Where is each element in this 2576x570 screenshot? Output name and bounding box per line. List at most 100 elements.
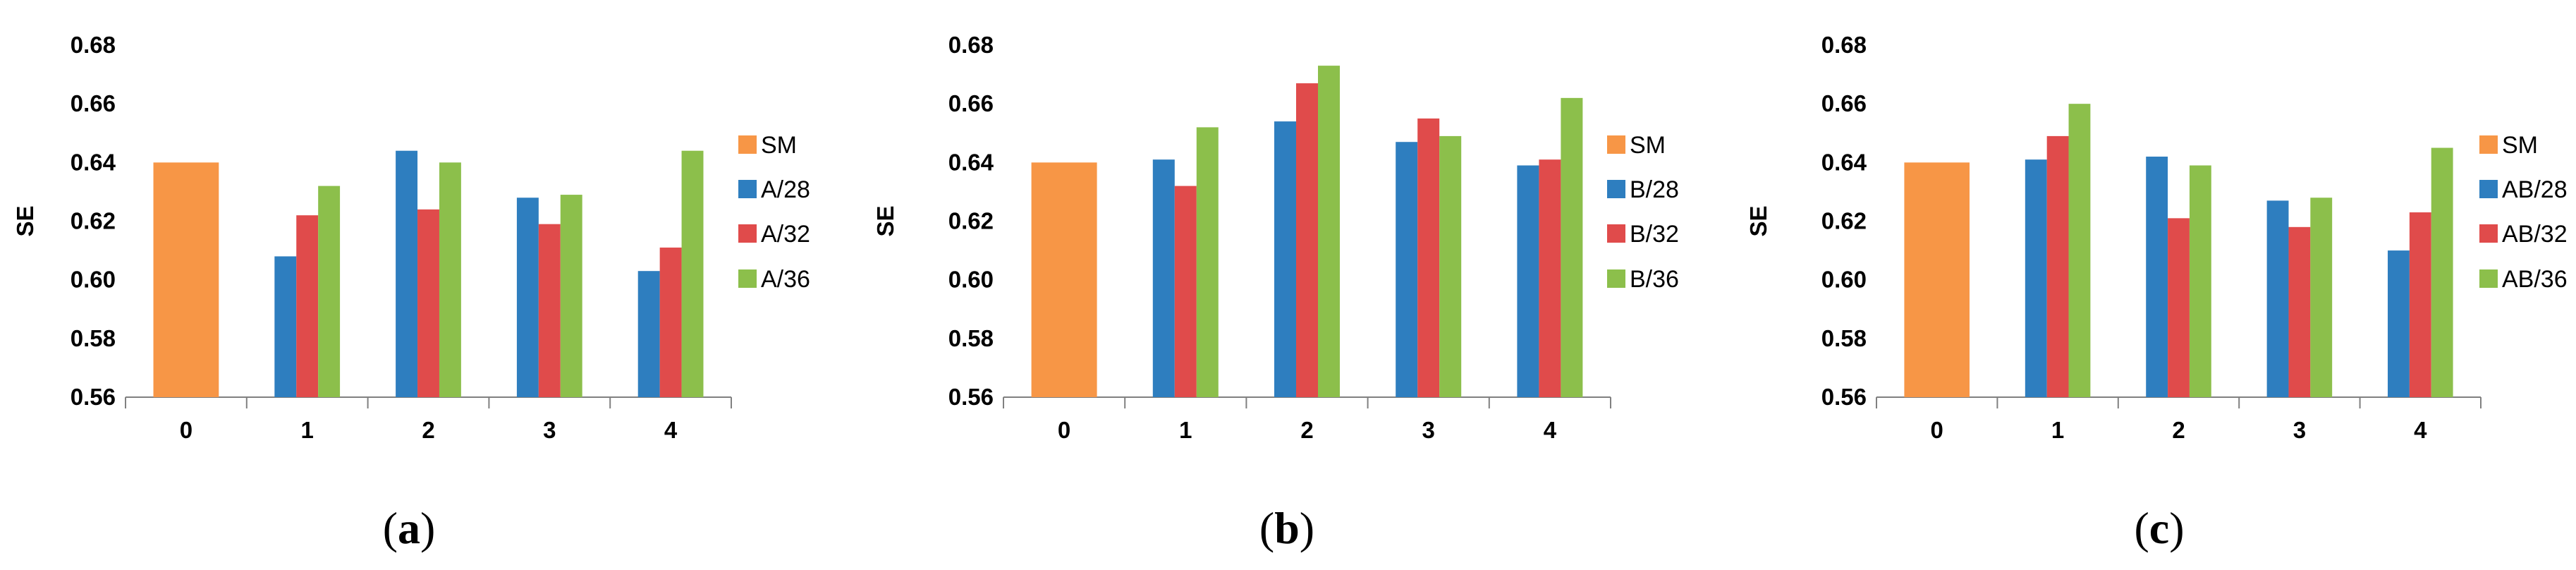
chart-panel-1: 0.56 0.58 0.60 0.62 0.64 0.66 0.68 SE 0 1 2 3 4 SM B/2… bbox=[872, 32, 1679, 553]
legend-swatch-b-36 bbox=[1607, 269, 1625, 288]
chart-panel-2: 0.56 0.58 0.60 0.62 0.64 0.66 0.68 SE 0 1 2 3 4 SM AB/… bbox=[1745, 32, 2568, 553]
y-tick-label: 0.68 bbox=[1821, 32, 1867, 58]
y-tick-label: 0.58 bbox=[948, 325, 994, 351]
panel-label: (c) bbox=[2134, 503, 2184, 553]
y-tick-label: 0.62 bbox=[948, 208, 994, 234]
bar-ab-36-cat-2 bbox=[2189, 165, 2211, 397]
bar-b-28-cat-4 bbox=[1517, 165, 1539, 397]
y-tick-label: 0.66 bbox=[948, 90, 994, 116]
y-tick-label: 0.68 bbox=[71, 32, 116, 58]
x-tick-label: 0 bbox=[180, 417, 193, 443]
y-tick-label: 0.60 bbox=[948, 267, 994, 293]
x-tick-label: 2 bbox=[1300, 417, 1313, 443]
bar-a-28-cat-1 bbox=[274, 256, 297, 397]
bar-a-28-cat-3 bbox=[516, 198, 539, 397]
bar-ab-36-cat-1 bbox=[2068, 104, 2091, 397]
x-tick-label: 3 bbox=[2293, 417, 2306, 443]
y-tick-label: 0.64 bbox=[948, 149, 994, 175]
legend-swatch-a-28 bbox=[738, 180, 757, 198]
bar-b-28-cat-1 bbox=[1152, 159, 1175, 398]
bar-ab-32-cat-1 bbox=[2046, 135, 2069, 398]
y-tick-label: 0.60 bbox=[71, 267, 116, 293]
y-tick-label: 0.68 bbox=[948, 32, 994, 58]
bar-ab-32-cat-2 bbox=[2168, 218, 2190, 397]
bar-b-28-cat-2 bbox=[1274, 121, 1297, 397]
bar-ab-28-cat-1 bbox=[2025, 159, 2047, 398]
bar-b-32-cat-3 bbox=[1417, 118, 1440, 398]
bar-b-32-cat-4 bbox=[1539, 159, 1561, 398]
y-tick-label: 0.62 bbox=[1821, 208, 1867, 234]
y-tick-label: 0.64 bbox=[71, 149, 116, 175]
y-tick-label: 0.56 bbox=[71, 384, 116, 410]
bar-b-36-cat-4 bbox=[1561, 97, 1583, 397]
bar-a-32-cat-1 bbox=[296, 215, 319, 397]
panel-label: (b) bbox=[1259, 503, 1314, 553]
bar-a-36-cat-2 bbox=[439, 162, 461, 398]
bar-sm-cat-0 bbox=[153, 162, 219, 398]
x-tick-label: 1 bbox=[2051, 417, 2064, 443]
bar-ab-32-cat-4 bbox=[2409, 212, 2431, 397]
y-axis-label: SE bbox=[1745, 205, 1771, 236]
x-tick-label: 4 bbox=[664, 417, 678, 443]
x-tick-label: 0 bbox=[1058, 417, 1070, 443]
bar-b-36-cat-1 bbox=[1196, 127, 1219, 397]
legend-swatch-ab-36 bbox=[2479, 269, 2498, 288]
y-tick-label: 0.58 bbox=[1821, 325, 1867, 351]
x-tick-label: 2 bbox=[422, 417, 434, 443]
legend-label-a-36: A/36 bbox=[761, 266, 810, 293]
legend-label-sm: SM bbox=[761, 132, 797, 159]
bar-sm-cat-0 bbox=[1031, 162, 1097, 398]
panel-label: (a) bbox=[383, 503, 436, 553]
legend-swatch-ab-28 bbox=[2479, 180, 2498, 198]
legend-swatch-sm bbox=[738, 135, 757, 154]
bar-ab-28-cat-3 bbox=[2266, 200, 2289, 397]
bar-sm-cat-0 bbox=[1904, 162, 1970, 398]
y-tick-label: 0.60 bbox=[1821, 267, 1867, 293]
x-tick-label: 1 bbox=[1179, 417, 1192, 443]
bar-a-32-cat-2 bbox=[417, 209, 439, 397]
y-axis-label: SE bbox=[872, 205, 898, 236]
y-tick-label: 0.56 bbox=[948, 384, 994, 410]
bar-a-36-cat-3 bbox=[560, 195, 582, 397]
x-tick-label: 0 bbox=[1931, 417, 1943, 443]
legend-label-b-28: B/28 bbox=[1630, 176, 1679, 203]
legend-label-sm: SM bbox=[2502, 132, 2538, 159]
legend-swatch-ab-32 bbox=[2479, 224, 2498, 243]
legend-label-b-32: B/32 bbox=[1630, 221, 1679, 248]
x-tick-label: 2 bbox=[2172, 417, 2185, 443]
bar-ab-36-cat-3 bbox=[2310, 198, 2333, 397]
y-tick-label: 0.58 bbox=[71, 325, 116, 351]
bar-ab-32-cat-3 bbox=[2288, 226, 2311, 397]
legend-label-a-28: A/28 bbox=[761, 176, 810, 203]
y-tick-label: 0.66 bbox=[71, 90, 116, 116]
bar-b-28-cat-3 bbox=[1396, 142, 1418, 397]
legend-label-b-36: B/36 bbox=[1630, 266, 1679, 293]
y-tick-label: 0.62 bbox=[71, 208, 116, 234]
bar-a-28-cat-2 bbox=[396, 150, 418, 397]
bar-a-32-cat-3 bbox=[538, 224, 561, 397]
legend-swatch-sm bbox=[2479, 135, 2498, 154]
legend-swatch-b-32 bbox=[1607, 224, 1625, 243]
bar-a-32-cat-4 bbox=[659, 247, 682, 397]
x-tick-label: 3 bbox=[1422, 417, 1435, 443]
legend-swatch-a-32 bbox=[738, 224, 757, 243]
x-tick-label: 3 bbox=[543, 417, 556, 443]
bar-b-36-cat-3 bbox=[1439, 135, 1462, 398]
y-tick-label: 0.64 bbox=[1821, 149, 1867, 175]
legend-swatch-sm bbox=[1607, 135, 1625, 154]
legend-label-ab-32: AB/32 bbox=[2502, 221, 2568, 248]
bar-ab-28-cat-4 bbox=[2388, 250, 2410, 397]
legend-swatch-a-36 bbox=[738, 269, 757, 288]
legend-label-sm: SM bbox=[1630, 132, 1666, 159]
x-tick-label: 4 bbox=[2414, 417, 2427, 443]
bar-a-36-cat-1 bbox=[318, 186, 341, 397]
chart-panel-0: 0.56 0.58 0.60 0.62 0.64 0.66 0.68 SE 0 1 2 3 4 SM A/2… bbox=[12, 32, 810, 553]
bar-a-36-cat-4 bbox=[681, 150, 704, 397]
x-tick-label: 1 bbox=[301, 417, 314, 443]
legend-label-ab-28: AB/28 bbox=[2502, 176, 2568, 203]
legend-label-a-32: A/32 bbox=[761, 221, 810, 248]
bar-a-28-cat-4 bbox=[637, 271, 660, 397]
y-tick-label: 0.66 bbox=[1821, 90, 1867, 116]
legend-swatch-b-28 bbox=[1607, 180, 1625, 198]
